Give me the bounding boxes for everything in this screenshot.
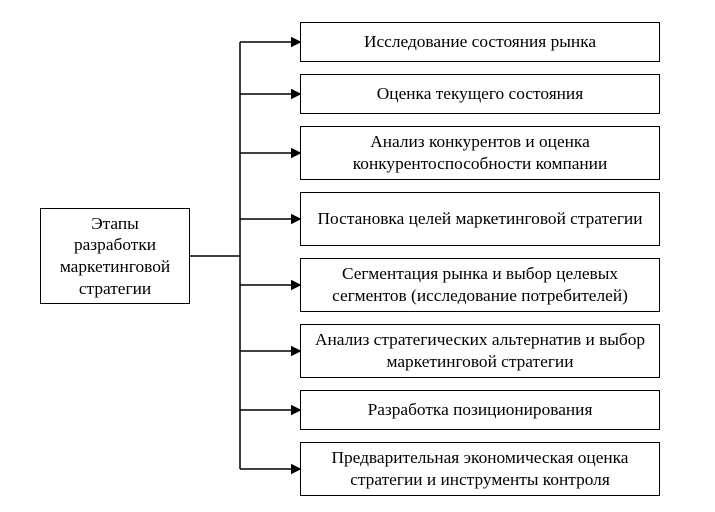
item-node-7: Предварительная экономическая оценка стр… [300, 442, 660, 496]
item-node-6: Разработка позиционирования [300, 390, 660, 430]
item-node-5: Анализ стратегических альтернатив и выбо… [300, 324, 660, 378]
item-node-4: Сегментация рынка и выбор целевых сегмен… [300, 258, 660, 312]
item-node-2: Анализ конкурентов и оценка конкурентосп… [300, 126, 660, 180]
diagram-canvas: Этапы разработки маркетинговой стратегии… [0, 0, 715, 512]
item-node-1: Оценка текущего состояния [300, 74, 660, 114]
item-node-0: Исследование состояния рынка [300, 22, 660, 62]
item-node-3: Постановка целей маркетинговой стратегии [300, 192, 660, 246]
root-node: Этапы разработки маркетинговой стратегии [40, 208, 190, 304]
